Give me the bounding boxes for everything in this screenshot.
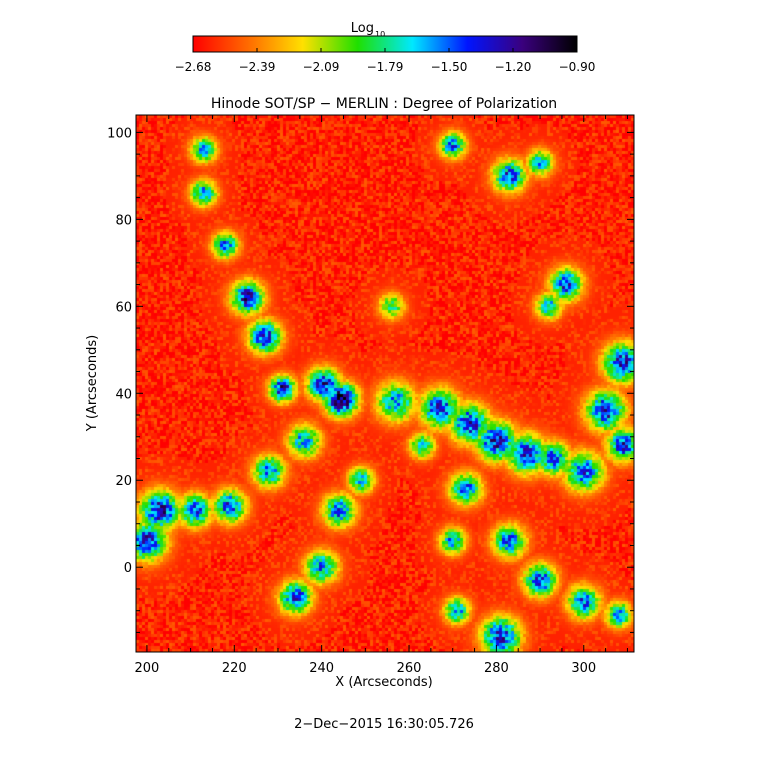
colorbar-tick-label: −1.50 — [431, 60, 468, 74]
colorbar-tick-label: −2.68 — [175, 60, 212, 74]
y-tick-label: 100 — [107, 126, 132, 141]
y-tick-label: 20 — [115, 474, 132, 489]
plot-frame — [135, 114, 635, 653]
colorbar-tick-label: −1.79 — [367, 60, 404, 74]
colorbar: Log 10 −2.68 −2.39 −2.09 −1.79 −1.50 −1.20 −0.… — [175, 21, 596, 74]
colorbar-ticks: −2.68 −2.39 −2.09 −1.79 −1.50 −1.20 −0.90 — [175, 48, 596, 74]
x-tick-label: 220 — [222, 661, 247, 676]
y-axis: 0 20 40 60 80 100 — [107, 126, 634, 633]
x-tick-label: 280 — [484, 661, 509, 676]
colorbar-tick-label: −1.20 — [495, 60, 532, 74]
chart-title: Hinode SOT/SP − MERLIN : Degree of Polar… — [211, 96, 557, 112]
x-tick-label: 260 — [397, 661, 422, 676]
colorbar-label-subscript: 10 — [375, 30, 385, 39]
y-tick-label: 0 — [124, 561, 132, 576]
colorbar-tick-label: −2.09 — [303, 60, 340, 74]
y-tick-label: 80 — [115, 213, 132, 228]
x-tick-label: 200 — [135, 661, 160, 676]
heatmap-image — [136, 115, 634, 652]
colorbar-label: Log — [351, 21, 374, 36]
y-axis-label: Y (Arcseconds) — [85, 335, 100, 432]
x-axis-label: X (Arcseconds) — [335, 675, 432, 690]
plot-area: 200 220 240 260 280 300 0 20 40 60 80 100 — [107, 114, 635, 676]
x-axis: 200 220 240 260 280 300 — [135, 115, 628, 676]
colorbar-tick-label: −0.90 — [559, 60, 596, 74]
colorbar-tick-label: −2.39 — [239, 60, 276, 74]
x-tick-label: 300 — [571, 661, 596, 676]
y-tick-label: 40 — [115, 387, 132, 402]
timestamp: 2−Dec−2015 16:30:05.726 — [294, 717, 474, 732]
x-tick-label: 240 — [309, 661, 334, 676]
y-tick-label: 60 — [115, 300, 132, 315]
